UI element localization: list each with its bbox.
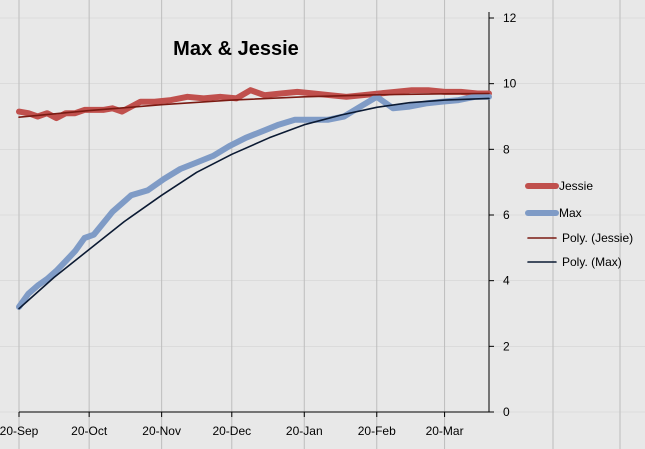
legend-label: Jessie bbox=[559, 179, 593, 193]
y-tick-label: 6 bbox=[503, 208, 510, 222]
y-tick-label: 10 bbox=[503, 77, 517, 91]
x-tick-label: 20-Oct bbox=[71, 424, 108, 438]
x-tick-label: 20-Dec bbox=[212, 424, 251, 438]
y-tick-label: 12 bbox=[503, 11, 517, 25]
legend-label: Poly. (Jessie) bbox=[562, 231, 633, 245]
series-line-jessie bbox=[16, 87, 492, 122]
trendline-jessie bbox=[18, 92, 490, 118]
axes: 0 2 4 6 8 10 12 20-Sep 20-Oct 20-Nov 20-Dec 20-Jan 2… bbox=[0, 11, 517, 438]
y-tick-label: 0 bbox=[503, 405, 510, 419]
legend-label: Max bbox=[559, 206, 582, 220]
legend-label: Poly. (Max) bbox=[562, 255, 622, 269]
series-group bbox=[16, 87, 492, 310]
trendline-max bbox=[18, 97, 490, 310]
y-tick-label: 4 bbox=[503, 274, 510, 288]
x-tick-label: 20-Mar bbox=[426, 424, 464, 438]
x-tick-label: 20-Nov bbox=[142, 424, 181, 438]
x-tick-label: 20-Feb bbox=[358, 424, 396, 438]
x-tick-label: 20-Sep bbox=[0, 424, 39, 438]
y-tick-label: 8 bbox=[503, 142, 510, 156]
y-tick-label: 2 bbox=[503, 339, 510, 353]
chart-title: Max & Jessie bbox=[173, 38, 299, 60]
x-tick-label: 20-Jan bbox=[286, 424, 323, 438]
series-line-max bbox=[16, 93, 492, 310]
legend: Jessie Max Poly. (Jessie) Poly. (Max) bbox=[525, 179, 633, 269]
